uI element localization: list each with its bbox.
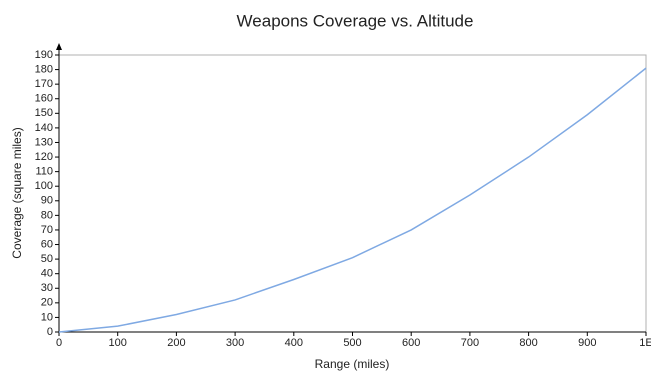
y-tick-label: 170 [35,78,53,90]
y-tick-label: 90 [41,195,53,207]
plot-frame [58,54,647,333]
y-tick-label: 140 [35,122,53,134]
x-tick-label: 600 [402,337,420,349]
x-tick-label: 900 [578,337,596,349]
y-tick-label: 70 [41,224,53,236]
y-tick-label: 30 [41,282,53,294]
x-tick-label: 100 [109,337,127,349]
x-tick-label: 400 [285,337,303,349]
y-tick-label: 150 [35,107,53,119]
y-tick-label: 10 [41,311,53,323]
line-series [58,67,647,333]
y-tick-label: 120 [35,151,53,163]
y-tick-label: 100 [35,180,53,192]
x-tick-label: 300 [226,337,244,349]
y-tick-label: 80 [41,209,53,221]
x-tick-label: 0 [56,337,62,349]
x-tick-label: 500 [343,337,361,349]
x-tick-label: 200 [167,337,185,349]
x-tick-label: 700 [461,337,479,349]
y-tick-label: 130 [35,136,53,148]
y-tick-label: 50 [41,253,53,265]
x-tick-label: 800 [519,337,537,349]
y-tick-label: 40 [41,268,53,280]
y-tick-label: 190 [35,49,53,61]
y-axis-title: Coverage (square miles) [10,127,24,258]
y-axis-arrow [56,43,62,50]
y-tick-label: 160 [35,93,53,105]
chart-title: Weapons Coverage vs. Altitude [237,11,474,30]
y-tick-label: 0 [47,326,53,338]
x-tick-label: 1E [639,337,651,349]
y-tick-label: 180 [35,63,53,75]
x-axis-title: Range (miles) [315,357,390,371]
y-tick-label: 60 [41,238,53,250]
y-tick-label: 110 [35,166,53,178]
y-tick-label: 20 [41,297,53,309]
